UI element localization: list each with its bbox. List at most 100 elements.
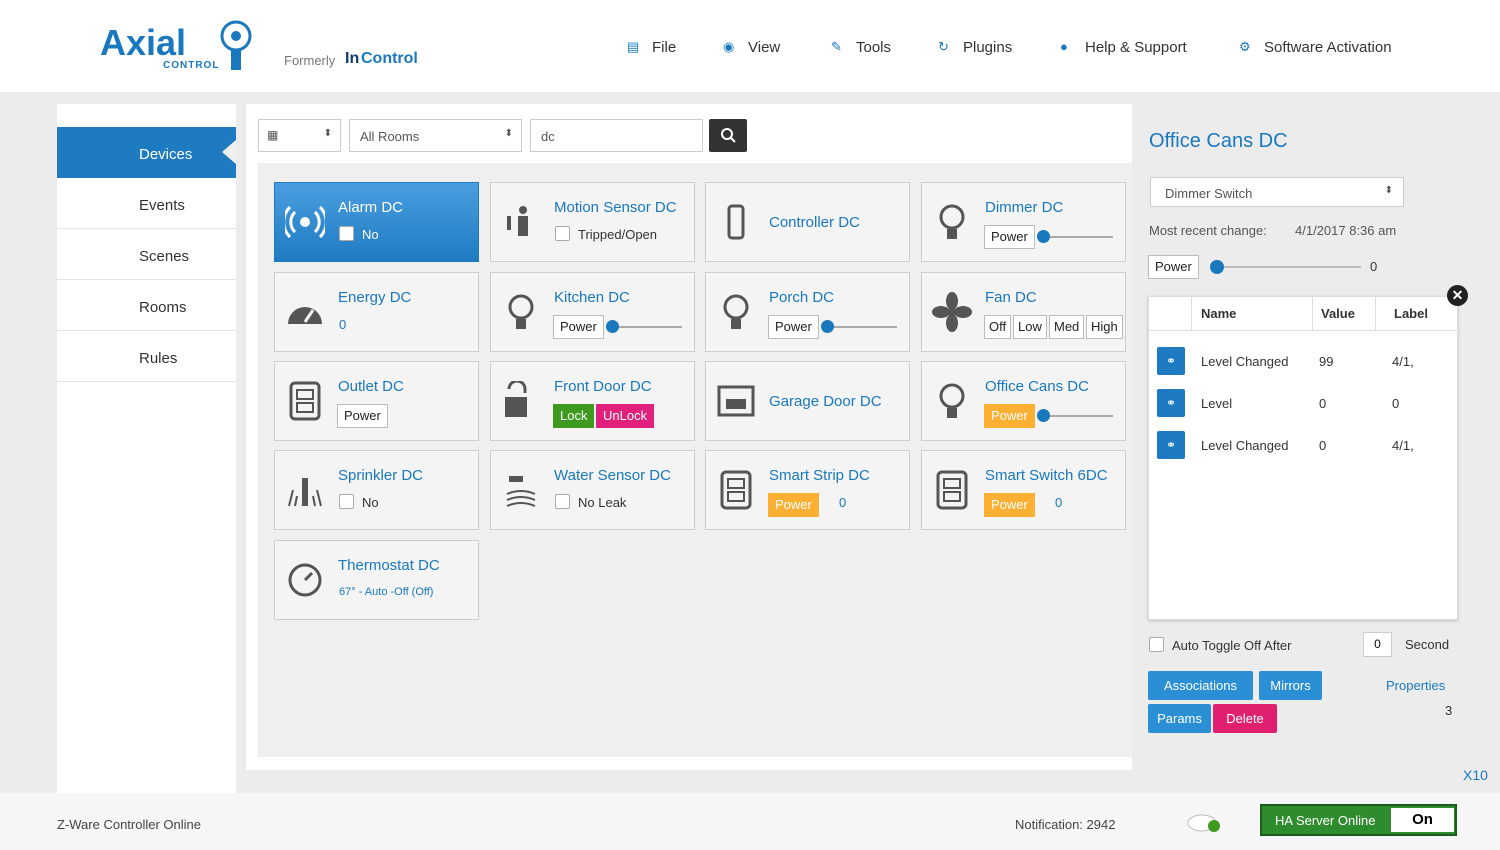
table-cell: Level: [1201, 396, 1233, 411]
device-name[interactable]: Front Door DC: [554, 378, 652, 395]
nav-item[interactable]: [57, 127, 236, 178]
device-button[interactable]: Med: [1049, 315, 1085, 339]
device-slider-track: [612, 326, 682, 328]
nav-label[interactable]: Rooms: [139, 299, 187, 316]
device-name[interactable]: Dimmer DC: [985, 199, 1064, 216]
nav-label[interactable]: Scenes: [139, 248, 190, 265]
recent-value: 4/1/2017 8:36 am: [1295, 223, 1397, 238]
row-icon[interactable]: ⚭: [1157, 389, 1185, 417]
menu-item[interactable]: File: [652, 39, 677, 56]
device-card[interactable]: [705, 182, 910, 262]
device-name[interactable]: Smart Strip DC: [769, 467, 870, 484]
device-checkbox[interactable]: [339, 226, 354, 241]
table-divider: [1191, 297, 1192, 331]
x10-link[interactable]: X10: [1463, 767, 1488, 783]
slider-track: [1216, 266, 1361, 268]
device-button[interactable]: Power: [768, 315, 819, 339]
device-name[interactable]: Thermostat DC: [338, 557, 440, 574]
device-card[interactable]: [274, 450, 479, 530]
device-name[interactable]: Porch DC: [769, 289, 835, 306]
properties-link[interactable]: Properties: [1386, 678, 1446, 693]
device-name[interactable]: Garage Door DC: [769, 393, 882, 410]
search-input[interactable]: dc: [530, 119, 703, 152]
menu-item[interactable]: Plugins: [963, 39, 1013, 56]
ha-label: HA Server Online: [1275, 813, 1376, 828]
type-select[interactable]: Dimmer Switch ⬍: [1150, 177, 1404, 207]
table-divider: [1312, 297, 1313, 331]
device-icon: [716, 381, 756, 421]
close-button[interactable]: ✕: [1447, 285, 1468, 306]
device-icon: [501, 292, 541, 332]
nav-item[interactable]: [57, 229, 236, 280]
device-slider-knob[interactable]: [821, 320, 834, 333]
menu-item[interactable]: Software Activation: [1264, 39, 1392, 56]
nav-item[interactable]: [57, 280, 236, 331]
menu-item[interactable]: View: [748, 39, 781, 56]
device-button[interactable]: Power: [984, 493, 1035, 517]
menu-item[interactable]: Tools: [856, 39, 892, 56]
device-button[interactable]: Power: [553, 315, 604, 339]
device-name[interactable]: Alarm DC: [338, 199, 404, 216]
device-button[interactable]: UnLock: [596, 404, 655, 428]
device-checkbox[interactable]: [339, 494, 354, 509]
action-button[interactable]: Associations: [1148, 671, 1253, 700]
device-button[interactable]: Lock: [553, 404, 595, 428]
device-icon: [285, 292, 325, 332]
device-name[interactable]: Fan DC: [985, 289, 1037, 306]
device-name[interactable]: Kitchen DC: [554, 289, 630, 306]
device-button[interactable]: High: [1086, 315, 1123, 339]
device-card[interactable]: [274, 540, 479, 620]
row-icon[interactable]: ⚭: [1157, 431, 1185, 459]
power-button[interactable]: Power: [1148, 255, 1199, 279]
nav-label[interactable]: Devices: [139, 146, 193, 163]
nav-item[interactable]: [57, 331, 236, 382]
nav-item[interactable]: [57, 178, 236, 229]
action-button[interactable]: Delete: [1213, 704, 1277, 733]
device-icon: [282, 202, 328, 242]
device-card[interactable]: [490, 450, 695, 530]
device-name[interactable]: Smart Switch 6DC: [985, 467, 1108, 484]
device-icon: [501, 470, 541, 510]
device-slider-knob[interactable]: [1037, 409, 1050, 422]
device-card[interactable]: [274, 272, 479, 352]
device-name[interactable]: Energy DC: [338, 289, 412, 306]
menu-item[interactable]: Help & Support: [1085, 39, 1187, 56]
action-button[interactable]: Mirrors: [1259, 671, 1322, 700]
table-cell: 4/1,: [1392, 438, 1414, 453]
device-slider-knob[interactable]: [606, 320, 619, 333]
auto-toggle-checkbox[interactable]: [1149, 637, 1164, 652]
nav-label[interactable]: Events: [139, 197, 185, 214]
device-button[interactable]: Power: [768, 493, 819, 517]
row-icon[interactable]: ⚭: [1157, 347, 1185, 375]
view-select[interactable]: ▦ ⬍: [258, 119, 341, 152]
slider-knob[interactable]: [1210, 260, 1224, 274]
device-name[interactable]: Controller DC: [769, 214, 860, 231]
device-status: 67° - Auto -Off (Off): [339, 586, 434, 598]
device-button[interactable]: Power: [984, 404, 1035, 428]
device-name[interactable]: Water Sensor DC: [554, 467, 671, 484]
sidebar: [57, 104, 236, 793]
device-button[interactable]: Power: [984, 225, 1035, 249]
device-name[interactable]: Motion Sensor DC: [554, 199, 677, 216]
logo-sub: CONTROL: [163, 60, 220, 71]
device-checkbox[interactable]: [555, 226, 570, 241]
device-slider-knob[interactable]: [1037, 230, 1050, 243]
device-icon: [716, 202, 756, 242]
device-icon: [501, 202, 541, 242]
search-button[interactable]: [709, 119, 747, 152]
device-name[interactable]: Office Cans DC: [985, 378, 1089, 395]
device-name[interactable]: Outlet DC: [338, 378, 404, 395]
device-button[interactable]: Power: [337, 404, 388, 428]
device-name[interactable]: Sprinkler DC: [338, 467, 424, 484]
device-button[interactable]: Off: [984, 315, 1012, 339]
seconds-input[interactable]: 0: [1363, 632, 1392, 657]
nav-pointer: [222, 140, 236, 164]
action-button[interactable]: Params: [1148, 704, 1211, 733]
panel-title: Office Cans DC: [1149, 130, 1288, 152]
menu-icon: ✎: [831, 39, 842, 54]
rooms-select[interactable]: All Rooms ⬍: [349, 119, 522, 152]
ha-toggle[interactable]: On: [1391, 808, 1454, 832]
nav-label[interactable]: Rules: [139, 350, 178, 367]
device-checkbox[interactable]: [555, 494, 570, 509]
device-button[interactable]: Low: [1013, 315, 1047, 339]
